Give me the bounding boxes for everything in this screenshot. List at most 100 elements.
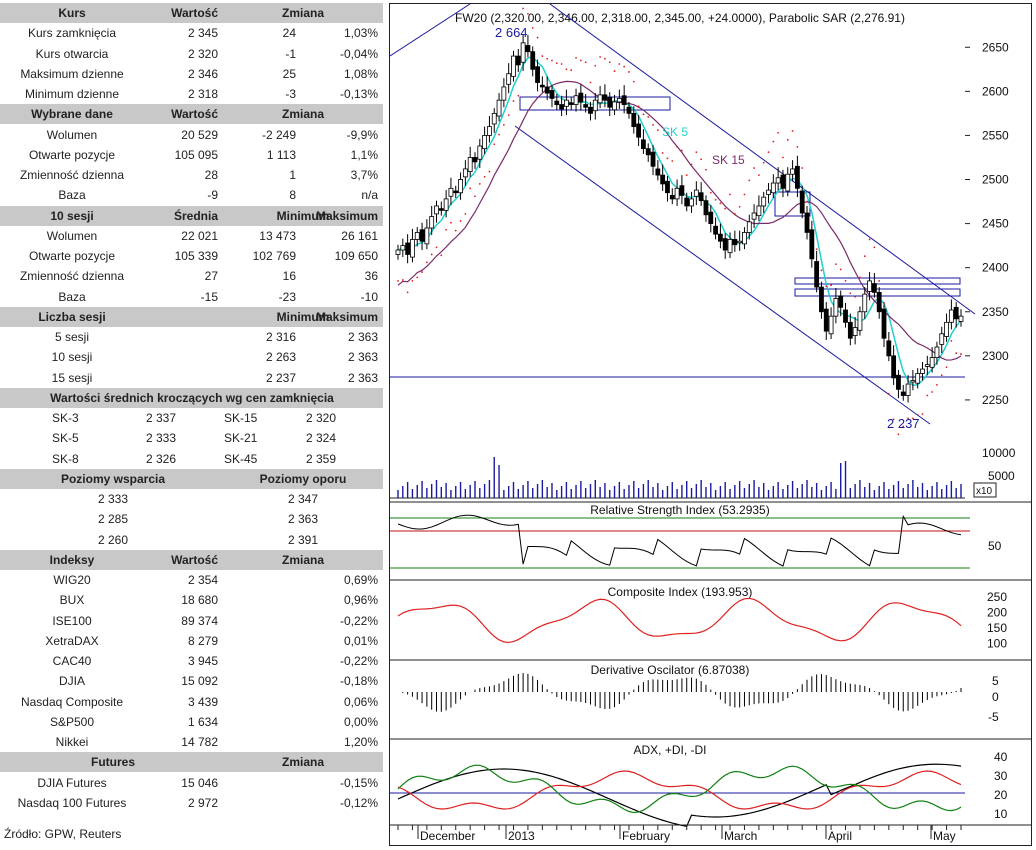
cell: 27 (204, 269, 218, 284)
sar-dot (430, 253, 433, 256)
candle-body (453, 190, 459, 194)
cell: -3 (285, 87, 296, 101)
candle-body (641, 139, 646, 150)
cell: DJIA (58, 674, 85, 689)
data-row: Zmienność dzienna 28 1 3,7% (0, 165, 383, 185)
candle-body (419, 229, 425, 242)
cell: Maksimum dzienne (20, 66, 124, 81)
sar-dot (685, 174, 688, 177)
cell: 2 354 (187, 573, 218, 587)
adx-tick-label: 30 (994, 769, 1008, 783)
sar-dot (411, 279, 414, 282)
sar-dot (604, 57, 606, 60)
candle-body (621, 95, 627, 105)
sar-dot (498, 133, 500, 136)
candle-body (819, 286, 824, 313)
sar-dot (406, 291, 409, 294)
data-row: ISE100 89 374 -0,22% (0, 611, 383, 631)
candle-body (718, 233, 723, 242)
cell: 1,20% (343, 735, 378, 749)
sar-dot (594, 64, 597, 67)
candle-body (843, 309, 848, 323)
cell: 2 333 (145, 431, 176, 446)
data-row: WIG20 2 354 0,69% (0, 570, 383, 590)
sar-dot (786, 138, 789, 141)
candle-body (496, 99, 502, 117)
data-row: DJIA 15 092 -0,18% (0, 671, 383, 691)
candle-body (660, 174, 666, 185)
sar-dot (916, 414, 919, 416)
sar-dot (863, 255, 866, 258)
header-cell: Maksimum (315, 309, 378, 324)
section-header: Futures Zmiana (0, 752, 383, 773)
candle-body (732, 239, 738, 246)
candle-body (929, 357, 935, 368)
sar-dot (762, 161, 765, 164)
sar-dot (873, 246, 876, 249)
cell: 36 (364, 269, 378, 284)
header-cell: 10 sesji (50, 208, 94, 223)
data-row: Nikkei 14 782 1,20% (0, 732, 383, 752)
cell: 1,03% (343, 26, 378, 41)
cell: 14 782 (181, 735, 218, 749)
rsi-line (397, 514, 962, 567)
sar-dot (555, 62, 558, 65)
candle-body (525, 45, 531, 53)
high-label: 2 664 (495, 25, 528, 40)
candle-body (896, 374, 901, 390)
sar-dot (401, 279, 404, 281)
composite-line (397, 597, 962, 644)
sar-dot (570, 69, 573, 72)
sar-dot (748, 179, 751, 182)
sar-dot (753, 167, 755, 169)
candle-body (828, 315, 834, 335)
data-row: Wolumen 22 021 13 473 26 161 (0, 226, 383, 246)
candle-body (506, 73, 512, 85)
cell: 2 359 (305, 451, 336, 466)
cell: DJIA Futures (37, 775, 107, 790)
cell: 8 (289, 188, 296, 203)
candle-body (559, 104, 565, 110)
candle-body (616, 98, 622, 103)
cell: -9,9% (346, 127, 378, 142)
price-tick-label: 2650 (982, 40, 1009, 54)
channel-upper (549, 3, 976, 315)
candle-body (477, 145, 483, 160)
candle-body (920, 368, 925, 374)
sar-dot (546, 57, 549, 60)
sar-dot (642, 113, 645, 116)
sar-dot (560, 63, 563, 65)
candle-body (472, 157, 478, 163)
candle-body (592, 99, 598, 112)
sar-dot (839, 268, 842, 271)
cell: 1 634 (187, 714, 218, 729)
cell: 10 sesji (51, 350, 93, 365)
derivative-tick-label: -5 (988, 710, 999, 724)
sar-dot (757, 174, 760, 177)
cell: Nasdaq 100 Futures (17, 795, 127, 810)
candle-body (785, 173, 791, 192)
candle-body (924, 364, 930, 367)
candle-body (645, 148, 651, 156)
rsi-title: Relative Strength Index (53.2935) (590, 503, 769, 517)
price-tick-label: 2600 (982, 84, 1009, 98)
candle-body (891, 355, 897, 379)
candle-body (467, 157, 473, 172)
cell: 2 318 (187, 87, 218, 101)
candle-body (448, 187, 454, 197)
candle-body (876, 291, 882, 313)
sar-dot (671, 160, 674, 162)
cell: Baza (58, 188, 86, 203)
cell: 0,01% (343, 633, 378, 648)
cell: 1 113 (266, 147, 296, 162)
candle-body (948, 309, 954, 323)
month-label: March (724, 829, 757, 843)
cell: Baza (58, 289, 86, 304)
candle-body (410, 239, 415, 258)
sk15-line (397, 80, 962, 361)
candle-body (857, 311, 863, 331)
candle-body (693, 189, 699, 197)
volume-tick-label: 10000 (982, 446, 1016, 460)
sar-dot (637, 105, 640, 108)
month-label: April (828, 829, 852, 843)
